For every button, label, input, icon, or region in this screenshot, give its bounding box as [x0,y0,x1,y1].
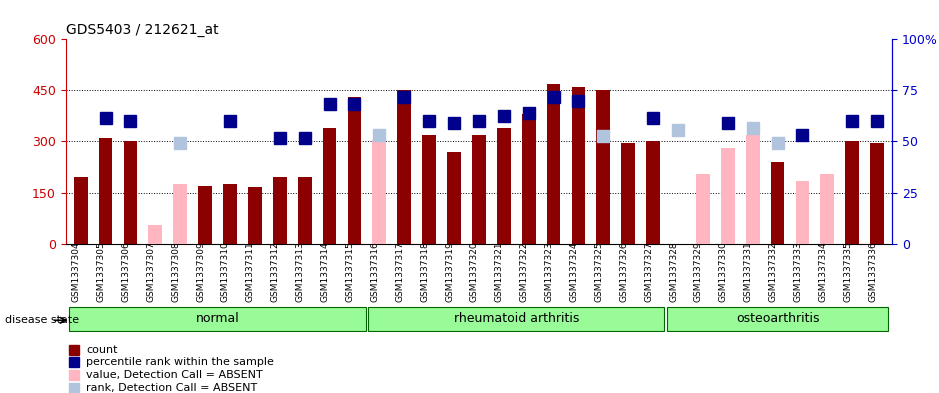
Text: GSM1337322: GSM1337322 [519,241,529,301]
Text: GSM1337324: GSM1337324 [569,241,578,301]
Text: GSM1337321: GSM1337321 [495,241,504,302]
Text: GSM1337312: GSM1337312 [270,241,280,302]
Bar [397,90,411,244]
Bar [223,184,237,244]
Bar [423,135,436,244]
Bar [298,177,312,244]
Bar [572,87,585,244]
Bar [870,143,884,244]
Text: GSM1337308: GSM1337308 [171,241,180,302]
Text: GSM1337335: GSM1337335 [843,241,853,302]
Text: osteoarthritis: osteoarthritis [736,312,820,325]
Bar [99,138,113,244]
Bar [596,90,610,244]
Bar [821,174,834,244]
Text: GSM1337316: GSM1337316 [370,241,379,302]
Bar [497,128,511,244]
FancyBboxPatch shape [667,307,888,331]
Text: GSM1337329: GSM1337329 [694,241,703,302]
Text: GSM1337304: GSM1337304 [71,241,81,302]
Text: normal: normal [195,312,239,325]
Text: GDS5403 / 212621_at: GDS5403 / 212621_at [66,23,219,37]
Bar [472,135,485,244]
Bar [248,187,262,244]
Bar [646,141,660,244]
Bar [696,174,710,244]
Text: GSM1337333: GSM1337333 [793,241,803,302]
Text: percentile rank within the sample: percentile rank within the sample [86,357,274,367]
Text: value, Detection Call = ABSENT: value, Detection Call = ABSENT [86,370,263,380]
Text: GSM1337320: GSM1337320 [470,241,479,302]
Bar [198,186,212,244]
Text: GSM1337332: GSM1337332 [768,241,777,302]
Text: GSM1337317: GSM1337317 [395,241,404,302]
Bar [721,148,734,244]
Text: rheumatoid arthritis: rheumatoid arthritis [454,312,579,325]
Text: disease state: disease state [5,315,79,325]
Bar [447,152,461,244]
Text: GSM1337319: GSM1337319 [445,241,454,302]
Text: GSM1337336: GSM1337336 [869,241,877,302]
Text: GSM1337309: GSM1337309 [196,241,205,302]
Bar [124,141,137,244]
Bar [845,141,859,244]
Text: GSM1337334: GSM1337334 [818,241,827,302]
Bar [522,114,535,244]
Bar [347,97,362,244]
Bar [622,143,635,244]
Bar [373,140,386,244]
FancyBboxPatch shape [69,307,365,331]
Text: GSM1337325: GSM1337325 [594,241,604,302]
Text: GSM1337314: GSM1337314 [320,241,330,302]
Bar [795,181,809,244]
FancyBboxPatch shape [368,307,664,331]
Text: GSM1337313: GSM1337313 [296,241,304,302]
Text: GSM1337306: GSM1337306 [121,241,131,302]
Text: GSM1337307: GSM1337307 [146,241,155,302]
Text: GSM1337311: GSM1337311 [246,241,254,302]
Text: GSM1337310: GSM1337310 [221,241,230,302]
Bar [323,128,336,244]
Bar [771,162,784,244]
Bar [174,184,187,244]
Text: GSM1337327: GSM1337327 [644,241,654,302]
Text: GSM1337326: GSM1337326 [619,241,628,302]
Text: count: count [86,345,118,354]
Text: rank, Detection Call = ABSENT: rank, Detection Call = ABSENT [86,383,257,393]
Bar [746,135,760,244]
Text: GSM1337318: GSM1337318 [420,241,429,302]
Text: GSM1337328: GSM1337328 [669,241,678,302]
Bar [148,225,162,244]
Text: GSM1337330: GSM1337330 [718,241,728,302]
Bar [74,177,87,244]
Text: GSM1337305: GSM1337305 [97,241,105,302]
Bar [546,84,561,244]
Bar [273,177,286,244]
Text: GSM1337315: GSM1337315 [346,241,354,302]
Text: GSM1337331: GSM1337331 [744,241,753,302]
Text: GSM1337323: GSM1337323 [545,241,554,302]
